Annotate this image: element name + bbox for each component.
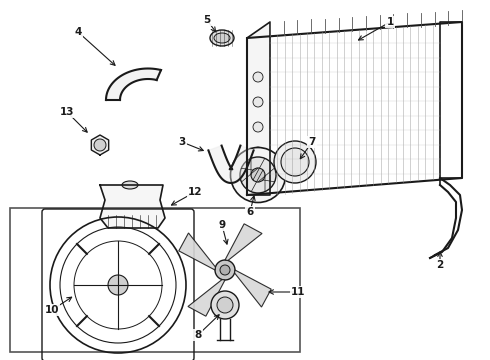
Polygon shape [247, 22, 270, 195]
Text: 3: 3 [178, 137, 186, 147]
Polygon shape [188, 280, 225, 316]
Text: 4: 4 [74, 27, 82, 37]
Text: 1: 1 [387, 17, 393, 27]
Circle shape [220, 265, 230, 275]
Text: 10: 10 [45, 305, 59, 315]
Text: 6: 6 [246, 207, 254, 217]
Circle shape [94, 139, 106, 151]
Ellipse shape [230, 148, 286, 202]
Circle shape [211, 291, 239, 319]
Circle shape [253, 172, 263, 182]
Polygon shape [235, 270, 271, 307]
Polygon shape [100, 185, 165, 228]
Ellipse shape [240, 157, 276, 193]
Polygon shape [91, 135, 109, 155]
Bar [10, 208, 300, 352]
Ellipse shape [281, 148, 309, 176]
Text: 11: 11 [291, 287, 305, 297]
Text: 13: 13 [60, 107, 74, 117]
Circle shape [217, 297, 233, 313]
Ellipse shape [274, 141, 316, 183]
Circle shape [253, 122, 263, 132]
Polygon shape [106, 68, 161, 100]
Text: 12: 12 [188, 187, 202, 197]
Circle shape [253, 72, 263, 82]
Ellipse shape [251, 168, 265, 182]
Circle shape [215, 260, 235, 280]
Text: 8: 8 [195, 330, 201, 340]
Ellipse shape [214, 33, 230, 43]
Circle shape [108, 275, 128, 295]
Text: 9: 9 [219, 220, 225, 230]
Text: 7: 7 [308, 137, 316, 147]
Text: 2: 2 [437, 260, 443, 270]
Circle shape [253, 147, 263, 157]
Polygon shape [225, 224, 262, 260]
Ellipse shape [210, 30, 234, 46]
Text: 5: 5 [203, 15, 211, 25]
Ellipse shape [122, 181, 138, 189]
Polygon shape [208, 145, 254, 183]
Circle shape [253, 97, 263, 107]
Polygon shape [179, 233, 216, 270]
